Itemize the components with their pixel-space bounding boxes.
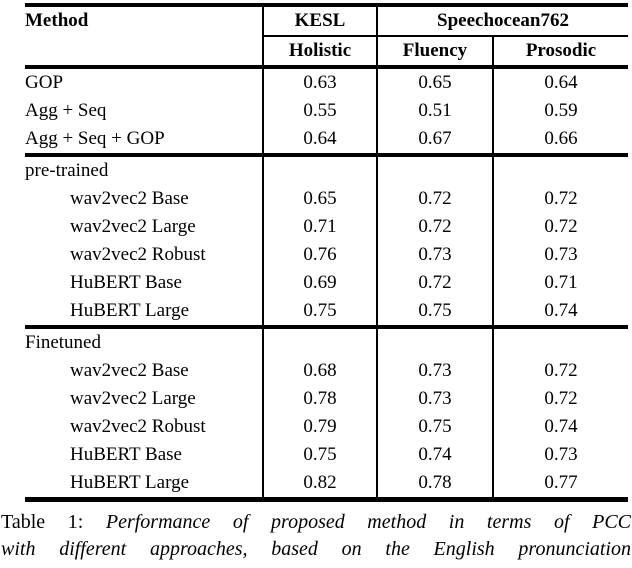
holistic-value-best: 0.82 (262, 469, 377, 500)
table-row-pt-wav2vec2-base: wav2vec2 Base 0.65 0.72 0.72 (25, 185, 628, 213)
holistic-value: 0.79 (262, 413, 377, 441)
prosodic-value: 0.71 (492, 269, 628, 297)
prosodic-value: 0.66 (492, 125, 628, 157)
method-label: wav2vec2 Robust (70, 416, 206, 437)
prosodic-value: 0.72 (492, 185, 628, 213)
section-label: Finetuned (25, 332, 101, 353)
prosodic-value: 0.73 (492, 441, 628, 469)
section-label: pre-trained (25, 160, 109, 181)
header-row-sub: Holistic Fluency Prosodic (25, 36, 628, 69)
method-label: GOP (25, 72, 64, 93)
table-row-gop: GOP 0.63 0.65 0.64 (25, 67, 628, 97)
section-label-row-pretrained: pre-trained (25, 155, 628, 185)
method-label: wav2vec2 Large (70, 388, 196, 409)
method-label: wav2vec2 Base (70, 360, 189, 381)
prosodic-value: 0.74 (492, 297, 628, 329)
table-row-ft-hubert-base: HuBERT Base 0.75 0.74 0.73 (25, 441, 628, 469)
fluency-value: 0.72 (376, 185, 493, 213)
prosodic-value: 0.64 (492, 67, 628, 97)
fluency-value: 0.51 (376, 97, 493, 125)
fluency-value: 0.65 (376, 67, 493, 97)
caption-line-2: with different approaches, based on the … (1, 538, 631, 560)
paper-page: Method KESL Speechocean762 Holistic Flue… (0, 3, 632, 568)
section-label-row-finetuned: Finetuned (25, 327, 628, 357)
method-label: wav2vec2 Base (70, 188, 189, 209)
holistic-value: 0.76 (262, 241, 377, 269)
fluency-value-best: 0.78 (376, 469, 493, 500)
table-row-ft-wav2vec2-robust: wav2vec2 Robust 0.79 0.75 0.74 (25, 413, 628, 441)
holistic-value (262, 327, 377, 357)
table-row-ft-wav2vec2-base: wav2vec2 Base 0.68 0.73 0.72 (25, 357, 628, 385)
table-row-pt-wav2vec2-large: wav2vec2 Large 0.71 0.72 0.72 (25, 213, 628, 241)
results-table: Method KESL Speechocean762 Holistic Flue… (25, 3, 628, 502)
table-row-pt-hubert-large: HuBERT Large 0.75 0.75 0.74 (25, 297, 628, 329)
fluency-value (376, 327, 493, 357)
column-header-speechocean762: Speechocean762 (376, 5, 628, 37)
fluency-value: 0.73 (376, 241, 493, 269)
column-header-kesl: KESL (262, 5, 377, 37)
prosodic-value: 0.59 (492, 97, 628, 125)
method-label: HuBERT Base (70, 444, 182, 465)
fluency-value: 0.73 (376, 357, 493, 385)
table-row-pt-hubert-base: HuBERT Base 0.69 0.72 0.71 (25, 269, 628, 297)
holistic-value: 0.63 (262, 67, 377, 97)
table-row-agg-seq-gop: Agg + Seq + GOP 0.64 0.67 0.66 (25, 125, 628, 157)
holistic-value (262, 155, 377, 185)
holistic-value: 0.68 (262, 357, 377, 385)
fluency-value: 0.75 (376, 413, 493, 441)
fluency-value: 0.72 (376, 213, 493, 241)
holistic-value: 0.75 (262, 297, 377, 329)
table-row-pt-wav2vec2-robust: wav2vec2 Robust 0.76 0.73 0.73 (25, 241, 628, 269)
table-caption: Table 1: Performance of proposed method … (1, 509, 631, 563)
column-header-prosodic: Prosodic (492, 36, 628, 69)
table-row-ft-wav2vec2-large: wav2vec2 Large 0.78 0.73 0.72 (25, 385, 628, 413)
caption-text-line1: Performance of proposed method in terms … (105, 511, 631, 533)
prosodic-value-best: 0.77 (492, 469, 628, 500)
method-label: wav2vec2 Robust (70, 244, 206, 265)
method-label: HuBERT Large (25, 297, 263, 329)
header-row-top: Method KESL Speechocean762 (25, 5, 628, 69)
method-label: wav2vec2 Large (70, 216, 196, 237)
prosodic-value: 0.74 (492, 413, 628, 441)
prosodic-value: 0.72 (492, 213, 628, 241)
holistic-value: 0.69 (262, 269, 377, 297)
fluency-value (376, 155, 493, 185)
table-row-agg-seq: Agg + Seq 0.55 0.51 0.59 (25, 97, 628, 125)
fluency-value: 0.72 (376, 269, 493, 297)
method-label: HuBERT Large (70, 472, 190, 493)
fluency-value: 0.73 (376, 385, 493, 413)
caption-line-1: Table 1: Performance of proposed method … (1, 509, 631, 536)
prosodic-value (492, 327, 628, 357)
holistic-value: 0.55 (262, 97, 377, 125)
holistic-value: 0.71 (262, 213, 377, 241)
fluency-value: 0.74 (376, 441, 493, 469)
column-header-holistic: Holistic (262, 36, 377, 69)
column-header-fluency: Fluency (376, 36, 493, 69)
prosodic-value: 0.72 (492, 385, 628, 413)
column-header-method: Method (25, 5, 263, 69)
holistic-value: 0.64 (262, 125, 377, 157)
method-label: Agg + Seq + GOP (25, 125, 263, 157)
prosodic-value: 0.73 (492, 241, 628, 269)
fluency-value: 0.67 (376, 125, 493, 157)
method-label: Agg + Seq (25, 100, 107, 121)
prosodic-value: 0.72 (492, 357, 628, 385)
method-label: HuBERT Base (70, 272, 182, 293)
table-row-ft-hubert-large: HuBERT Large 0.82 0.78 0.77 (25, 469, 628, 500)
prosodic-value (492, 155, 628, 185)
caption-label: Table 1: (1, 511, 84, 533)
fluency-value: 0.75 (376, 297, 493, 329)
holistic-value: 0.78 (262, 385, 377, 413)
holistic-value: 0.65 (262, 185, 377, 213)
holistic-value: 0.75 (262, 441, 377, 469)
